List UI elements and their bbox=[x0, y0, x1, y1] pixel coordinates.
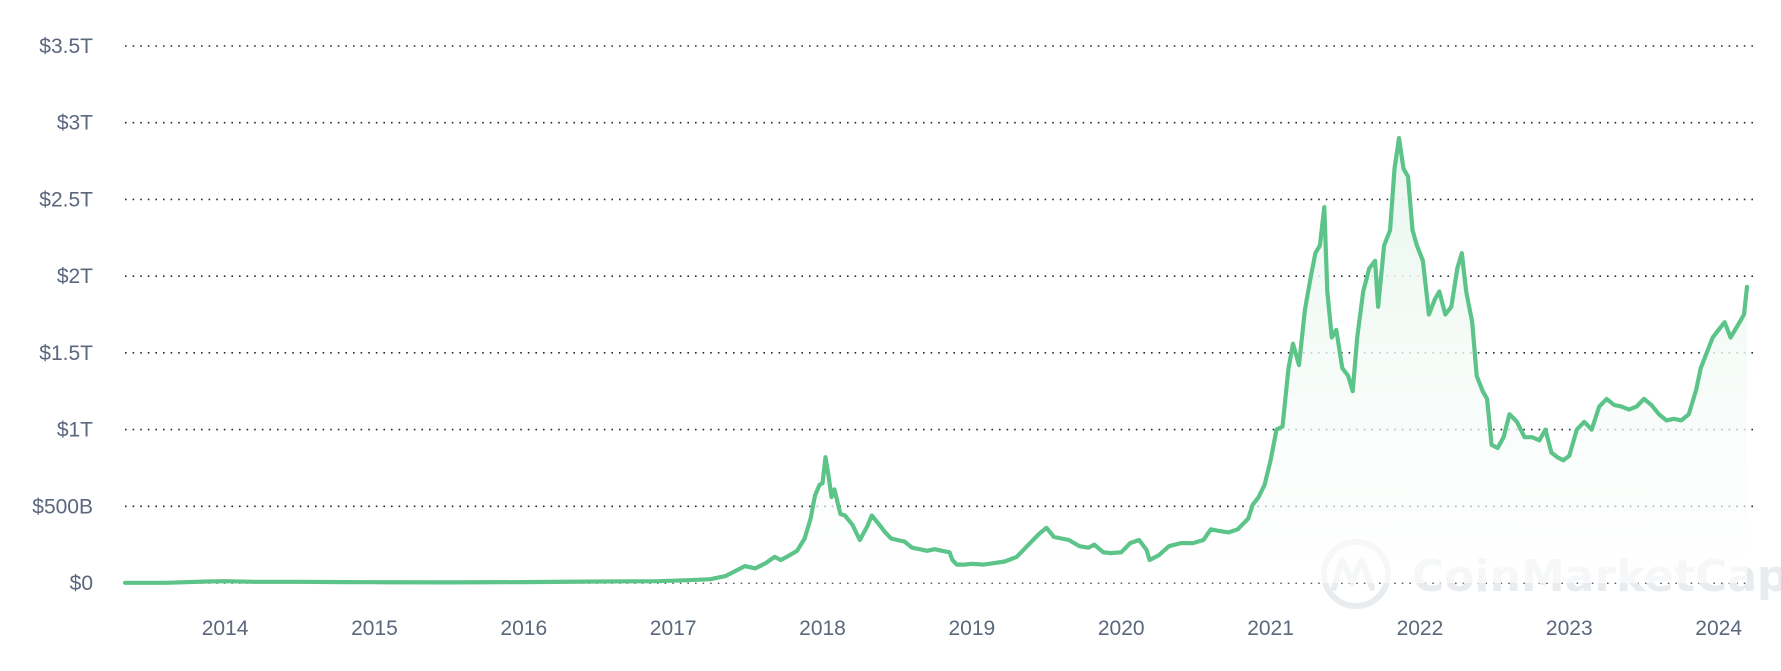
x-tick-label: 2018 bbox=[799, 617, 846, 640]
x-tick-label: 2015 bbox=[351, 617, 398, 640]
series-area-fill bbox=[125, 138, 1747, 583]
y-tick-label: $1.5T bbox=[39, 342, 93, 365]
y-tick-label: $3T bbox=[57, 112, 93, 135]
y-tick-label: $1T bbox=[57, 419, 93, 442]
x-tick-label: 2021 bbox=[1247, 617, 1294, 640]
x-tick-label: 2022 bbox=[1397, 617, 1444, 640]
x-tick-label: 2020 bbox=[1098, 617, 1145, 640]
x-tick-label: 2014 bbox=[202, 617, 249, 640]
y-tick-label: $3.5T bbox=[39, 35, 93, 58]
x-axis-ticks: 2014 2015 2016 2017 2018 2019 2020 2021 2022 2023… bbox=[202, 617, 1743, 640]
y-tick-label: $2.5T bbox=[39, 188, 93, 211]
series-line bbox=[122, 136, 1750, 585]
y-tick-label: $500B bbox=[32, 495, 93, 518]
y-tick-label: $0 bbox=[70, 572, 93, 595]
x-tick-label: 2019 bbox=[948, 617, 995, 640]
x-tick-label: 2023 bbox=[1546, 617, 1593, 640]
y-axis-ticks: $0 $500B $1T $1.5T $2T $2.5T $3T $3.5T bbox=[32, 35, 93, 595]
y-tick-label: $2T bbox=[57, 265, 93, 288]
x-tick-label: 2024 bbox=[1695, 617, 1742, 640]
x-tick-label: 2016 bbox=[500, 617, 547, 640]
x-tick-label: 2017 bbox=[650, 617, 697, 640]
